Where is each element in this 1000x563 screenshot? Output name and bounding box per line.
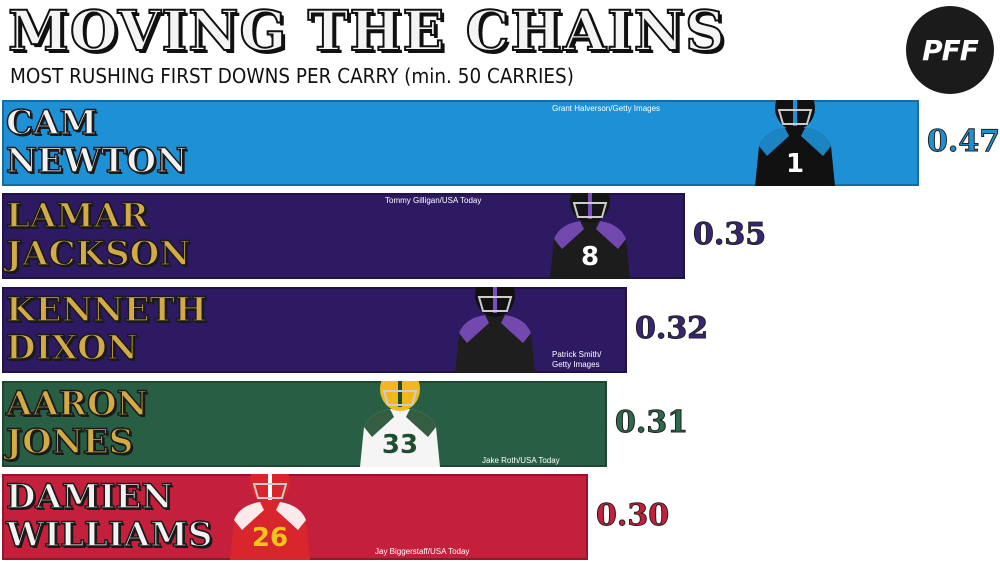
player-photo: 26 bbox=[230, 474, 310, 560]
bar-category-label: KENNETH DIXON bbox=[5, 290, 207, 368]
bar: 1 CAM NEWTON bbox=[2, 100, 919, 186]
bar-value-label: 0.31 bbox=[614, 405, 689, 441]
player-photo bbox=[455, 287, 535, 373]
photo-credit: Jay Biggerstaff/USA Today bbox=[375, 547, 470, 556]
bar-category-label: LAMAR JACKSON bbox=[5, 196, 191, 274]
photo-credit: Grant Halverson/Getty Images bbox=[552, 104, 661, 113]
player-photo: 8 bbox=[550, 193, 630, 279]
svg-text:8: 8 bbox=[581, 242, 599, 272]
bar-value-label: 0.32 bbox=[634, 311, 709, 347]
pff-logo-text: PFF bbox=[922, 33, 979, 67]
svg-text:26: 26 bbox=[252, 523, 288, 553]
bar-category-label: DAMIEN WILLIAMS bbox=[5, 477, 213, 555]
photo-credit: Tommy Gilligan/USA Today bbox=[385, 196, 482, 205]
bar: KENNETH DIXON bbox=[2, 287, 627, 373]
photo-credit: Patrick Smith/ Getty Images bbox=[552, 350, 602, 369]
bar: 8 LAMAR JACKSON bbox=[2, 193, 685, 279]
pff-logo: PFF bbox=[906, 6, 994, 94]
player-photo: 1 bbox=[755, 100, 835, 186]
chart-title: MOVING THE CHAINS bbox=[7, 0, 726, 64]
bar: 26 DAMIEN WILLIAMS bbox=[2, 474, 588, 560]
chart-subtitle: MOST RUSHING FIRST DOWNS PER CARRY (min.… bbox=[10, 64, 574, 88]
player-photo: 33 bbox=[360, 381, 440, 467]
photo-credit: Jake Roth/USA Today bbox=[482, 456, 560, 465]
bar-value-label: 0.30 bbox=[595, 498, 670, 534]
bar-category-label: AARON JONES bbox=[5, 384, 148, 462]
bar-category-label: CAM NEWTON bbox=[5, 103, 188, 181]
svg-text:1: 1 bbox=[786, 149, 804, 179]
svg-text:33: 33 bbox=[382, 430, 418, 460]
bar-value-label: 0.35 bbox=[692, 217, 767, 253]
bar: 33 AARON JONES bbox=[2, 381, 607, 467]
bar-value-label: 0.47 bbox=[926, 124, 1000, 160]
